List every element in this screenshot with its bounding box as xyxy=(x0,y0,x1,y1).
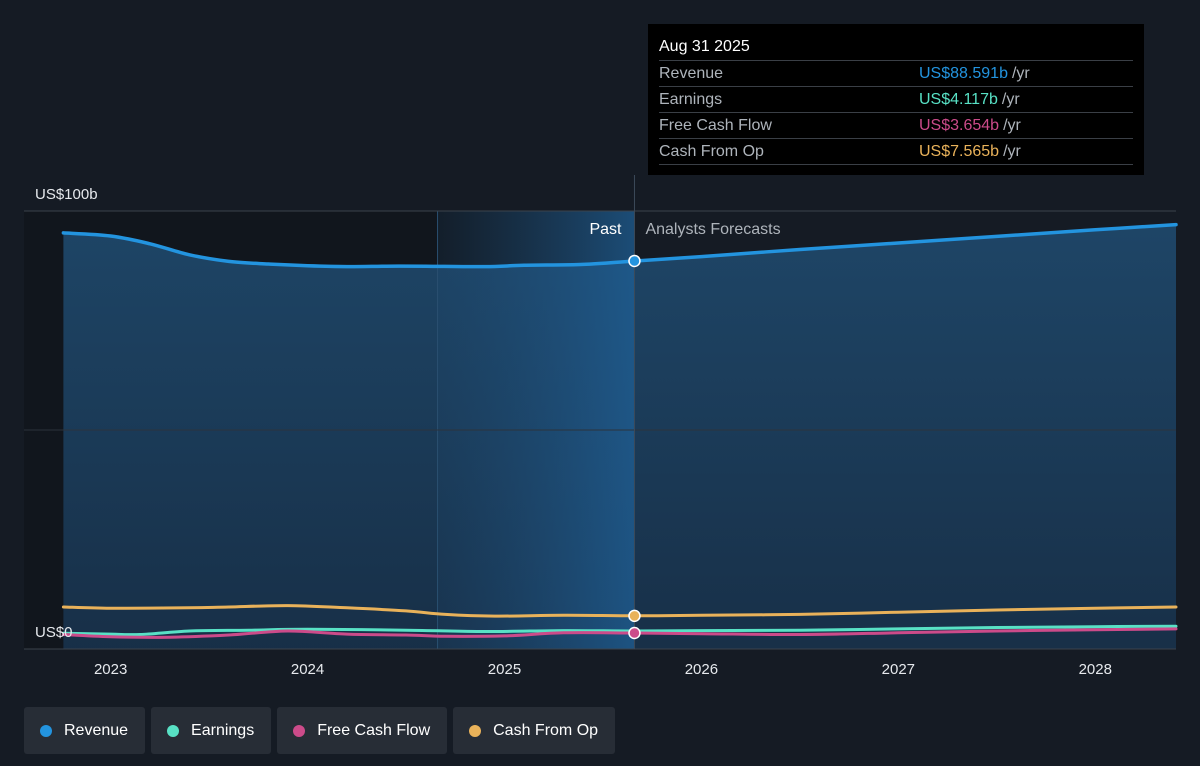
tooltip-value: US$7.565b xyxy=(919,143,1000,160)
legend-label: Revenue xyxy=(64,721,129,739)
tooltip-label: Free Cash Flow xyxy=(659,117,772,134)
x-tick-label: 2026 xyxy=(685,661,718,678)
y-axis-top-label: US$100b xyxy=(35,186,98,203)
x-tick-label: 2023 xyxy=(94,661,127,678)
tooltip-row-cash-from-op: Cash From Op US$7.565b /yr xyxy=(659,138,1133,165)
legend: Revenue Earnings Free Cash Flow Cash Fro… xyxy=(24,707,616,754)
revenue-dot-icon xyxy=(40,724,52,737)
legend-item-revenue[interactable]: Revenue xyxy=(24,707,146,754)
tooltip-label: Cash From Op xyxy=(659,143,764,160)
tooltip-value: US$3.654b xyxy=(919,117,1000,134)
tooltip-row-free-cash-flow: Free Cash Flow US$3.654b /yr xyxy=(659,112,1133,138)
legend-item-cash-from-op[interactable]: Cash From Op xyxy=(453,707,616,754)
tooltip-unit: /yr xyxy=(1003,143,1021,160)
legend-item-free-cash-flow[interactable]: Free Cash Flow xyxy=(277,707,448,754)
legend-label: Cash From Op xyxy=(493,721,599,739)
y-axis-bottom-label: US$0 xyxy=(35,624,73,641)
marker-free-cash-flow xyxy=(628,626,641,640)
tooltip-unit: /yr xyxy=(1003,117,1021,134)
marker-revenue xyxy=(628,254,641,268)
forecast-label: Analysts Forecasts xyxy=(645,221,780,238)
x-tick-label: 2024 xyxy=(291,661,324,678)
tooltip: Aug 31 2025 Revenue US$88.591b /yr Earni… xyxy=(648,24,1144,175)
tooltip-value: US$88.591b xyxy=(919,65,1008,82)
legend-item-earnings[interactable]: Earnings xyxy=(151,707,272,754)
tooltip-unit: /yr xyxy=(1011,65,1030,82)
legend-label: Free Cash Flow xyxy=(317,721,431,739)
series-line-revenue xyxy=(61,222,1178,269)
tooltip-label: Revenue xyxy=(659,65,724,82)
tooltip-unit: /yr xyxy=(1001,91,1020,108)
tooltip-date: Aug 31 2025 xyxy=(659,38,750,55)
cash-from-op-dot-icon xyxy=(469,724,482,737)
x-tick-label: 2027 xyxy=(882,661,915,678)
series-line-earnings xyxy=(61,624,1178,637)
tooltip-value: US$4.117b xyxy=(919,91,998,108)
free-cash-flow-dot-icon xyxy=(293,724,306,737)
series-line-cash-from-op xyxy=(61,604,1178,618)
marker-cash-from-op xyxy=(628,609,641,623)
x-tick-label: 2028 xyxy=(1079,661,1112,678)
tooltip-row-revenue: Revenue US$88.591b /yr xyxy=(659,60,1133,86)
past-label: Past xyxy=(589,221,622,238)
series-line-free-cash-flow xyxy=(61,627,1178,639)
tooltip-row-earnings: Earnings US$4.117b /yr xyxy=(659,86,1133,112)
tooltip-label: Earnings xyxy=(659,91,723,108)
legend-label: Earnings xyxy=(191,721,255,739)
earnings-dot-icon xyxy=(167,724,180,737)
x-tick-label: 2025 xyxy=(488,661,521,678)
